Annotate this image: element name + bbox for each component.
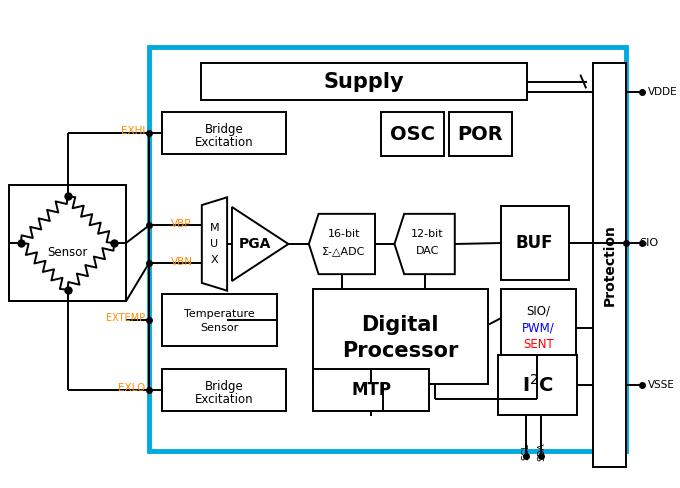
Bar [9,184,126,302]
Text: BUF: BUF [516,234,554,252]
Text: Protection: Protection [602,224,617,306]
Bar [500,206,568,280]
Text: Bridge: Bridge [205,380,243,392]
Bar [313,368,430,411]
Bar [381,112,444,157]
Text: VBP: VBP [171,219,191,229]
Bar [162,112,286,155]
Text: Bridge: Bridge [205,122,243,136]
Bar [313,289,488,384]
Polygon shape [309,214,375,274]
Text: 12-bit: 12-bit [411,229,444,239]
Polygon shape [202,197,227,291]
Bar [500,289,577,366]
Text: U: U [210,239,218,249]
Text: Processor: Processor [342,341,458,361]
Text: DAC: DAC [416,246,439,256]
Bar [150,47,626,451]
Polygon shape [232,207,288,281]
Text: EXLO: EXLO [118,383,146,393]
Bar [162,368,286,411]
Text: X: X [211,255,218,265]
Text: M: M [209,223,219,233]
Text: Sensor: Sensor [48,246,88,259]
Text: 16-bit: 16-bit [328,229,360,239]
Text: EXTEMP: EXTEMP [106,313,146,323]
Bar [498,355,577,415]
Text: SENT: SENT [523,338,554,351]
Text: SIO: SIO [640,238,659,248]
Bar [162,294,277,346]
Text: VBN: VBN [171,257,192,267]
Polygon shape [394,214,455,274]
Text: PGA: PGA [239,237,271,251]
Text: Temperature: Temperature [184,308,255,319]
Bar [593,63,626,467]
Bar [201,63,527,100]
Text: Σ-△ADC: Σ-△ADC [322,246,366,256]
Text: OSC: OSC [390,124,435,143]
Text: POR: POR [458,124,503,143]
Text: SDA: SDA [537,442,546,461]
Text: Digital: Digital [362,315,439,335]
Text: MTP: MTP [351,381,391,399]
Text: Sensor: Sensor [200,323,239,333]
Text: SIO/: SIO/ [526,304,551,317]
Text: I$^2$C: I$^2$C [522,374,554,396]
Text: Excitation: Excitation [195,393,254,406]
Text: PWM/: PWM/ [522,321,555,334]
Text: Supply: Supply [324,72,404,92]
Text: VSSE: VSSE [647,380,675,390]
Text: VDDE: VDDE [647,87,677,97]
Text: Excitation: Excitation [195,136,254,149]
Text: SCL: SCL [521,443,530,460]
Text: EXHI: EXHI [121,126,146,136]
Bar [449,112,512,157]
